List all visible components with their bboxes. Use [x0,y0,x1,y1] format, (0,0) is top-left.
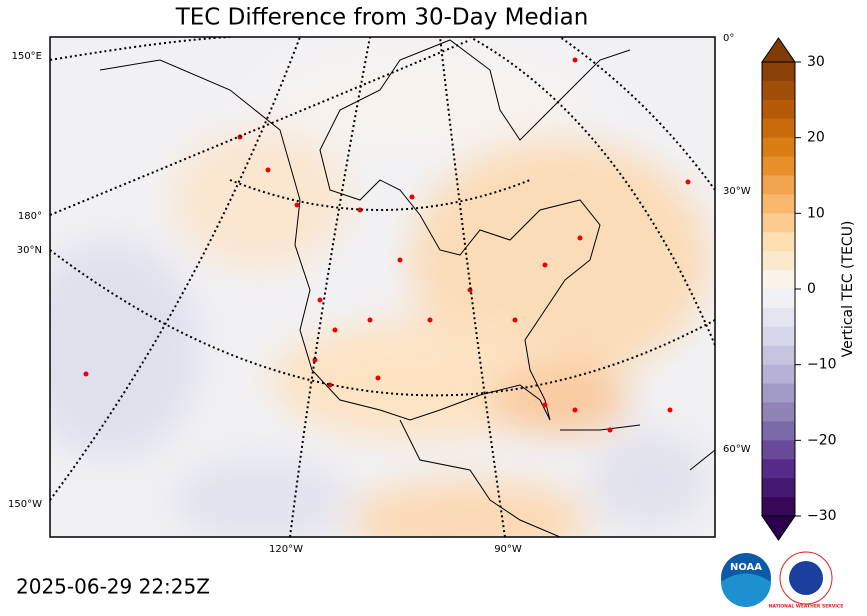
colorbar-level [762,402,795,422]
continent-outline [99,39,715,537]
colorbar-tick-label: −10 [807,357,837,373]
graticule-label: 60°W [723,444,751,455]
colorbar-tick-label: −30 [807,508,837,524]
colorbar-level [762,421,795,441]
colorbar-level [762,232,795,252]
colorbar-tick-label: 10 [807,205,825,221]
nws-text: NATIONAL WEATHER SERVICE [769,604,844,610]
colorbar-level [762,270,795,290]
graticule-labels: 150°E 180° 30°N 150°W 120°W 90°W 0° 30°W 60°W [8,33,751,555]
map-frame [49,36,716,538]
colorbar-level [762,345,795,366]
colorbar-level [762,307,795,328]
colorbar-tick-label: −20 [807,432,837,448]
timestamp: 2025-06-29 22:25Z [16,575,210,599]
graticule-label: 150°W [8,499,42,510]
colorbar-level [762,326,795,347]
colorbar-level [762,440,795,460]
colorbar-level [762,213,795,233]
colorbar-tick-label: 20 [807,130,825,146]
colorbar-level [762,137,795,158]
colorbar-level [762,118,795,139]
graticule-label: 90°W [494,544,522,555]
tec-field [50,50,710,537]
graticule-label: 30°W [723,186,751,197]
graticule-label: 150°E [12,51,42,62]
noaa-logo: NOAA [721,553,771,607]
graticule-label: 120°W [269,544,303,555]
colorbar-level [762,478,795,498]
colorbar-level [762,175,795,195]
colorbar-level [762,99,795,120]
colorbar-level [762,459,795,479]
colorbar-tick-label: 30 [807,54,825,70]
graticule-label: 180° [18,211,42,222]
graticule-label: 30°N [17,245,42,256]
colorbar-level [762,251,795,271]
graticule-label: 0° [723,33,734,44]
stations [83,57,691,433]
nws-logo: NATIONAL WEATHER SERVICE [769,551,844,610]
colorbar-level [762,383,795,403]
map-area [50,37,715,537]
colorbar-level [762,80,795,101]
colorbar-level [762,194,795,214]
noaa-text: NOAA [730,562,762,573]
colorbar-extend-bottom [761,515,796,541]
colorbar-label: Vertical TEC (TECU) [840,221,856,358]
colorbar: 30 20 10 0 −10 −20 −30 [761,37,837,541]
graticule [50,37,715,537]
colorbar-level [762,497,795,517]
colorbar-level [762,364,795,385]
title: TEC Difference from 30-Day Median [175,5,589,31]
colorbar-level [762,62,795,82]
colorbar-extend-top [761,37,796,63]
colorbar-tick-label: 0 [807,281,816,297]
colorbar-level [762,289,795,309]
colorbar-level [762,156,795,176]
